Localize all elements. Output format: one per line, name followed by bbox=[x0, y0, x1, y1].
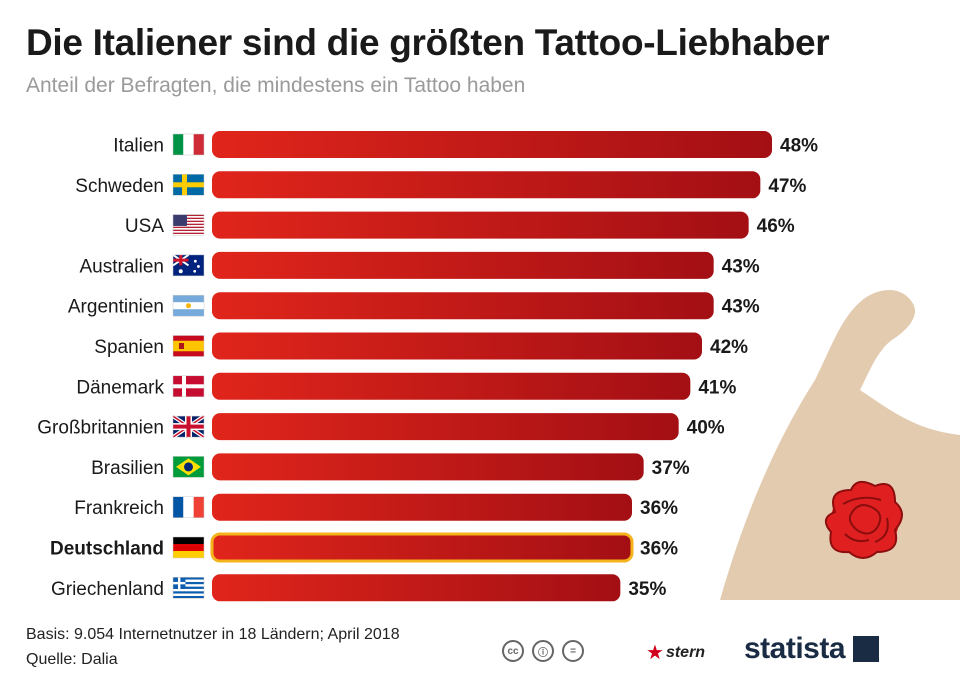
statista-mark-icon bbox=[853, 636, 880, 662]
value-label: 40% bbox=[687, 418, 725, 439]
country-label: USA bbox=[125, 216, 164, 237]
bar-brasilien bbox=[212, 453, 644, 481]
usa-flag-icon bbox=[172, 214, 205, 236]
country-label: Großbritannien bbox=[37, 418, 164, 439]
country-label: Argentinien bbox=[68, 297, 164, 318]
bar-griechenland bbox=[212, 574, 621, 602]
country-label: Frankreich bbox=[74, 498, 164, 519]
country-label: Deutschland bbox=[50, 539, 164, 560]
sweden-flag-icon bbox=[172, 174, 205, 196]
country-label: Spanien bbox=[94, 337, 164, 358]
bar-schweden bbox=[212, 171, 761, 199]
value-label: 41% bbox=[698, 377, 736, 398]
bar-usa bbox=[212, 211, 749, 239]
value-label: 43% bbox=[722, 297, 760, 318]
greece-flag-icon bbox=[172, 577, 205, 599]
italy-flag-icon bbox=[172, 133, 205, 156]
bar-deutschland bbox=[210, 532, 634, 563]
statista-brand-text: statista bbox=[744, 632, 846, 665]
statista-logo[interactable]: statista bbox=[744, 632, 880, 666]
bar-italien bbox=[212, 131, 772, 158]
license-icons: cc ⓘ = bbox=[502, 640, 584, 662]
stern-star-icon: ★ bbox=[646, 642, 664, 664]
country-label: Schweden bbox=[75, 176, 164, 197]
bar-dänemark bbox=[212, 372, 691, 400]
footer-source: Quelle: Dalia bbox=[26, 651, 118, 668]
bar-spanien bbox=[212, 332, 702, 360]
bar-australien bbox=[212, 251, 714, 279]
uk-flag-icon bbox=[171, 414, 206, 439]
no-derivatives-icon[interactable]: = bbox=[562, 640, 584, 662]
chart-title: Die Italiener sind die größten Tattoo-Li… bbox=[26, 22, 830, 63]
bar-großbritannien bbox=[212, 413, 679, 441]
rose-tattoo bbox=[824, 480, 903, 559]
value-label: 47% bbox=[768, 176, 806, 197]
country-label: Brasilien bbox=[91, 458, 164, 479]
france-flag-icon bbox=[172, 496, 205, 518]
footer-basis: Basis: 9.054 Internetnutzer in 18 Länder… bbox=[26, 626, 400, 643]
germany-flag-icon bbox=[172, 536, 205, 559]
bar-frankreich bbox=[212, 493, 632, 521]
bar-rows: Italien 48% Schweden 47% USA 46% Australien 43%… bbox=[37, 131, 818, 602]
value-label: 35% bbox=[628, 579, 666, 600]
attribution-icon[interactable]: ⓘ bbox=[532, 640, 554, 662]
value-label: 37% bbox=[652, 458, 690, 479]
country-label: Dänemark bbox=[76, 377, 164, 398]
country-label: Italien bbox=[113, 136, 164, 157]
spain-flag-icon bbox=[172, 335, 205, 357]
tattoo-arm-illustration bbox=[720, 289, 960, 600]
argentina-flag-icon bbox=[172, 294, 205, 317]
chart-subtitle: Anteil der Befragten, die mindestens ein… bbox=[26, 74, 526, 97]
cc-icon[interactable]: cc bbox=[502, 640, 524, 662]
australia-flag-icon bbox=[172, 254, 205, 277]
stern-logo[interactable]: ★ stern bbox=[646, 640, 705, 665]
value-label: 42% bbox=[710, 337, 748, 358]
value-label: 36% bbox=[640, 539, 678, 560]
bar-chart: Italien 48% Schweden 47% USA 46% Australien 43%… bbox=[37, 131, 818, 602]
value-label: 36% bbox=[640, 498, 678, 519]
stern-brand-text: stern bbox=[665, 643, 706, 661]
value-label: 46% bbox=[757, 216, 795, 237]
brazil-flag-icon bbox=[172, 456, 205, 478]
value-label: 43% bbox=[722, 256, 760, 277]
country-label: Australien bbox=[80, 256, 165, 277]
bar-argentinien bbox=[212, 292, 714, 320]
country-label: Griechenland bbox=[51, 579, 164, 600]
denmark-flag-icon bbox=[172, 375, 205, 398]
value-label: 48% bbox=[780, 136, 818, 157]
